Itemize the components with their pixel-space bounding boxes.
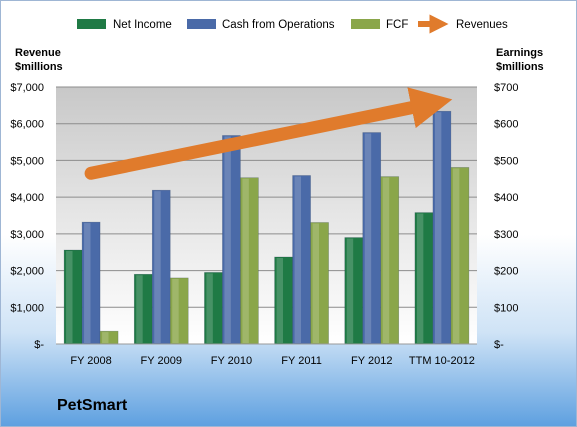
bar-highlight — [294, 176, 302, 343]
x-axis-tick-label: FY 2012 — [351, 355, 392, 367]
x-axis-tick-label: FY 2008 — [70, 355, 111, 367]
left-axis-tick-label: $1,000 — [10, 302, 44, 314]
right-axis-ticks: $- $100 $200 $300 $400 $500 $600 $700 — [494, 82, 518, 351]
right-axis-tick-label: $700 — [494, 82, 518, 94]
bar-highlight — [312, 223, 320, 343]
right-axis-tick-label: $300 — [494, 229, 518, 241]
bars-group — [63, 110, 470, 345]
right-axis-title-line1: Earnings — [496, 47, 543, 59]
bar-highlight — [154, 191, 161, 343]
bar-highlight — [416, 213, 424, 343]
legend-label-revenues: Revenues — [456, 19, 508, 31]
left-axis-tick-label: $7,000 — [10, 82, 44, 94]
bar-highlight — [102, 332, 109, 343]
legend-swatch-fcf — [351, 19, 380, 29]
left-axis-tick-label: $2,000 — [10, 266, 44, 278]
bar-highlight — [346, 238, 354, 343]
bar-highlight — [136, 275, 143, 343]
bar-highlight — [452, 168, 460, 343]
legend-swatch-net-income — [77, 19, 106, 29]
right-axis-title-line2: $millions — [496, 61, 544, 73]
legend-label-cash-from-operations: Cash from Operations — [222, 19, 335, 31]
left-axis-tick-label: $5,000 — [10, 155, 44, 167]
x-axis-tick-label: TTM 10-2012 — [409, 355, 475, 367]
right-axis-tick-label: $200 — [494, 266, 518, 278]
bar-highlight — [84, 223, 91, 343]
left-axis-title-line2: $millions — [15, 61, 63, 73]
legend-label-fcf: FCF — [386, 19, 408, 31]
legend-label-net-income: Net Income — [113, 19, 172, 31]
right-axis-tick-label: $600 — [494, 119, 518, 131]
company-name: PetSmart — [57, 397, 128, 414]
bar-highlight — [66, 251, 73, 343]
right-axis-tick-label: $- — [494, 339, 504, 351]
x-axis-ticks: FY 2008 FY 2009 FY 2010 FY 2011 FY 2012 TTM 1… — [70, 355, 475, 367]
bar-highlight — [172, 278, 179, 343]
right-axis-tick-label: $400 — [494, 192, 518, 204]
left-axis-ticks: $- $1,000 $2,000 $3,000 $4,000 $5,000 $6,000 $7… — [10, 82, 44, 351]
x-axis-tick-label: FY 2010 — [211, 355, 252, 367]
plot-area — [56, 87, 477, 344]
left-axis-tick-label: $3,000 — [10, 229, 44, 241]
left-axis-tick-label: $4,000 — [10, 192, 44, 204]
revenue-trend-arrow — [84, 87, 453, 180]
right-axis-tick-label: $100 — [494, 302, 518, 314]
legend: Net Income Cash from Operations FCF Reve… — [77, 14, 508, 34]
bar-highlight — [276, 257, 284, 343]
legend-swatch-cash-from-operations — [187, 19, 216, 29]
left-axis-tick-label: $- — [34, 339, 44, 351]
x-axis-tick-label: FY 2009 — [141, 355, 182, 367]
bar-highlight — [382, 177, 390, 343]
left-axis-title-line1: Revenue — [15, 47, 61, 59]
x-axis-tick-label: FY 2011 — [281, 355, 322, 367]
revenue-trend — [84, 87, 453, 180]
bar-highlight — [242, 178, 249, 343]
bar-highlight — [224, 136, 231, 343]
bar-highlight — [434, 112, 442, 343]
bar-highlight — [364, 133, 372, 343]
bar-highlight — [206, 273, 213, 343]
right-axis-tick-label: $500 — [494, 155, 518, 167]
left-axis-tick-label: $6,000 — [10, 119, 44, 131]
